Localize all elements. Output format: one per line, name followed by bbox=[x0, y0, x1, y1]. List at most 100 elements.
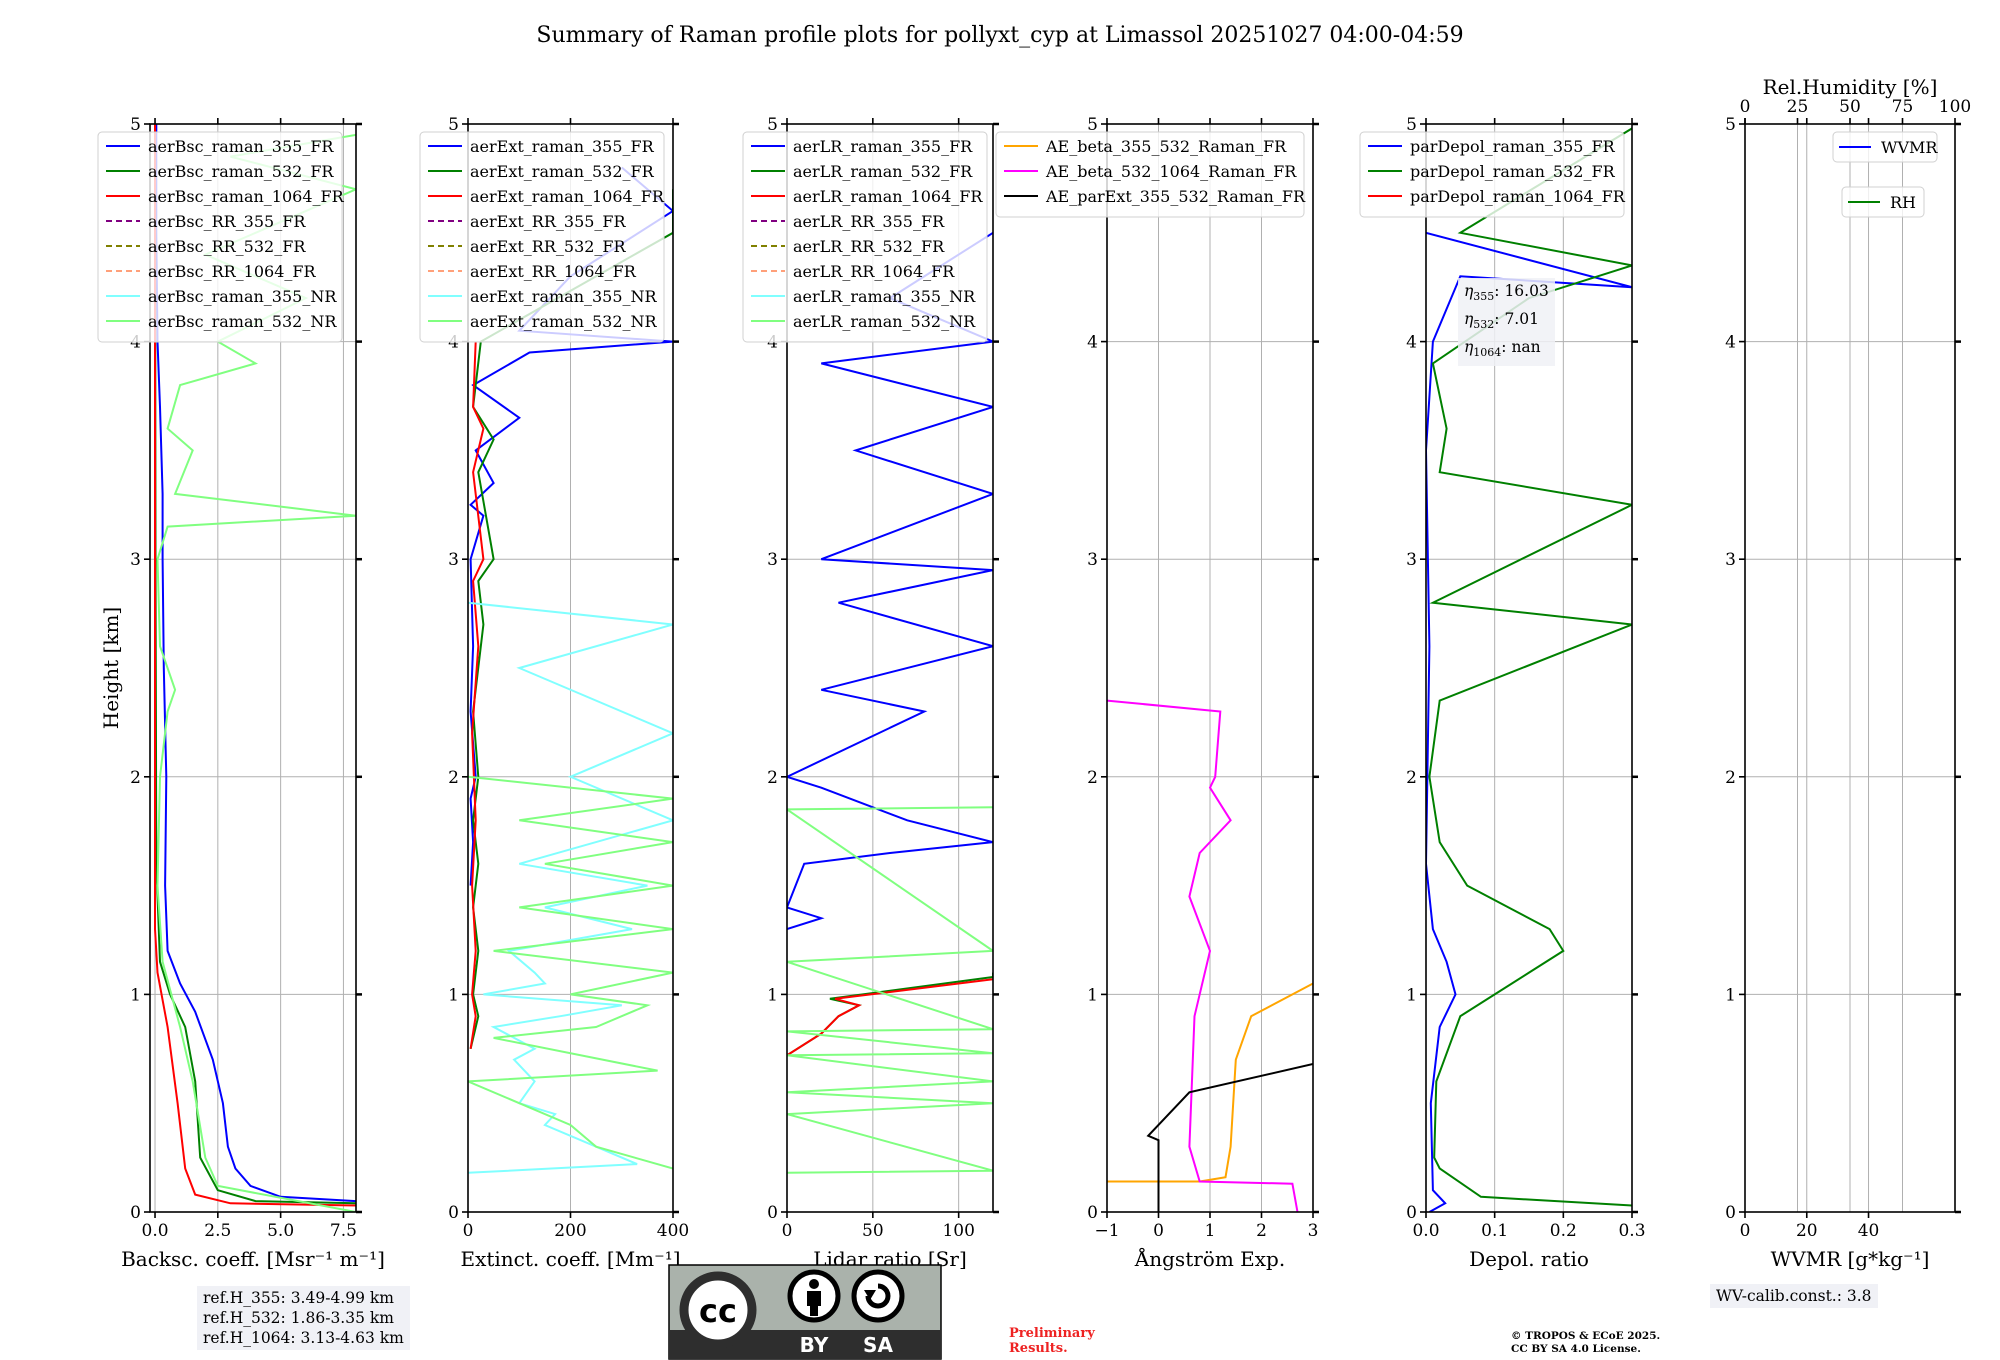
x-tick-label: 7.5 bbox=[330, 1221, 357, 1241]
legend-label: aerBsc_raman_532_FR bbox=[148, 162, 334, 181]
x-tick-label: 0 bbox=[782, 1221, 793, 1241]
y-tick-label: 4 bbox=[1406, 333, 1417, 353]
series-aerBsc_raman_1064_FR bbox=[154, 124, 356, 1207]
x-axis-label: Ångström Exp. bbox=[1134, 1246, 1285, 1271]
eta-355: η355: 16.03 bbox=[1464, 282, 1549, 304]
legend-label: aerExt_RR_355_FR bbox=[470, 212, 627, 231]
legend-frame bbox=[419, 131, 665, 343]
eta-1064: η1064: nan bbox=[1464, 338, 1541, 360]
legend-label: aerLR_raman_1064_FR bbox=[793, 187, 983, 206]
top-x-tick-label: 25 bbox=[1787, 97, 1809, 117]
y-tick-label: 5 bbox=[1725, 115, 1736, 135]
y-tick-label: 1 bbox=[767, 985, 778, 1005]
x-tick-label: 0.0 bbox=[142, 1221, 169, 1241]
top-x-tick-label: 100 bbox=[1939, 97, 1971, 117]
cc-icon bbox=[679, 1271, 757, 1349]
panel-ext: 0 200 400 0 1 2 3 4 5 Extinct. coeff. [Mm⁻¹] aerEx… bbox=[419, 115, 689, 1271]
legend-label: aerExt_RR_1064_FR bbox=[470, 262, 637, 281]
legend-label: AE_parExt_355_532_Raman_FR bbox=[1045, 187, 1306, 206]
y-tick-label: 4 bbox=[1087, 333, 1098, 353]
x-axis-label: Extinct. coeff. [Mm⁻¹] bbox=[460, 1247, 680, 1271]
series-group bbox=[468, 166, 673, 1174]
ref-height-532: ref.H_532: 1.86-3.35 km bbox=[203, 1309, 394, 1327]
ref-height-box: ref.H_355: 3.49-4.99 km ref.H_532: 1.86-… bbox=[197, 1286, 410, 1350]
legend-label: aerLR_RR_1064_FR bbox=[793, 262, 955, 281]
y-tick-label: 0 bbox=[1087, 1203, 1098, 1223]
series-aerExt_raman_532_NR bbox=[468, 775, 673, 1170]
eta-532: η532: 7.01 bbox=[1464, 310, 1539, 332]
axes-frame bbox=[1425, 123, 1633, 1213]
legend-label: aerBsc_raman_1064_FR bbox=[148, 187, 345, 206]
x-axis-label: Depol. ratio bbox=[1469, 1247, 1589, 1271]
y-tick-label: 3 bbox=[767, 550, 778, 570]
y-tick-label: 2 bbox=[448, 768, 459, 788]
top-x-tick-label: 0 bbox=[1740, 97, 1751, 117]
x-tick-label: 5.0 bbox=[267, 1221, 294, 1241]
ref-height-355: ref.H_355: 3.49-4.99 km bbox=[203, 1289, 394, 1307]
legend: aerLR_raman_355_FR aerLR_raman_532_FR aerL… bbox=[742, 131, 988, 343]
x-tick-label: 0.3 bbox=[1618, 1221, 1645, 1241]
legend-label: parDepol_raman_1064_FR bbox=[1410, 187, 1626, 206]
by-label: BY bbox=[800, 1333, 829, 1357]
series-group bbox=[787, 231, 993, 1174]
x-tick-label: 200 bbox=[554, 1221, 586, 1241]
x-tick-label: 0 bbox=[1740, 1221, 1751, 1241]
legend-label: aerExt_raman_355_NR bbox=[470, 287, 658, 306]
series-aerLR_raman_1064_FR bbox=[787, 978, 993, 1057]
figure-title: Summary of Raman profile plots for polly… bbox=[536, 23, 1463, 48]
legend-label: aerBsc_RR_532_FR bbox=[148, 237, 306, 256]
y-tick-label: 4 bbox=[767, 333, 778, 353]
x-tick-label: 0.2 bbox=[1550, 1221, 1577, 1241]
x-tick-label: 0.0 bbox=[1412, 1221, 1439, 1241]
x-tick-label: 400 bbox=[657, 1221, 689, 1241]
x-tick-label: 20 bbox=[1796, 1221, 1818, 1241]
x-tick-label: 50 bbox=[862, 1221, 884, 1241]
legend: AE_beta_355_532_Raman_FR AE_beta_532_1064… bbox=[995, 131, 1306, 218]
series-aerBsc_raman_532_FR bbox=[154, 124, 356, 1205]
share-alike-icon bbox=[851, 1269, 905, 1323]
series-aerLR_raman_355_FR bbox=[787, 231, 993, 931]
top-x-tick-label: 75 bbox=[1892, 97, 1914, 117]
x-tick-label: 0 bbox=[1153, 1221, 1164, 1241]
copyright-line-2: CC BY SA 4.0 License. bbox=[1511, 1343, 1641, 1355]
preliminary-line-1: Preliminary bbox=[1009, 1326, 1095, 1341]
x-axis-label: Backsc. coeff. [Msr⁻¹ m⁻¹] bbox=[121, 1247, 385, 1271]
eta-box: η355: 16.03 η532: 7.01 η1064: nan bbox=[1458, 278, 1555, 367]
sa-label: SA bbox=[863, 1333, 893, 1357]
x-tick-label: 40 bbox=[1858, 1221, 1880, 1241]
legend-label: RH bbox=[1890, 193, 1916, 212]
legend: aerBsc_raman_355_FR aerBsc_raman_532_FRae… bbox=[97, 131, 345, 343]
ref-height-1064: ref.H_1064: 3.13-4.63 km bbox=[203, 1329, 404, 1347]
x-tick-label: 2 bbox=[1256, 1221, 1267, 1241]
legend-label: parDepol_raman_532_FR bbox=[1410, 162, 1616, 181]
top-x-axis-label: Rel.Humidity [%] bbox=[1763, 75, 1938, 99]
legend-label: aerExt_raman_532_FR bbox=[470, 162, 655, 181]
legend-label: AE_beta_355_532_Raman_FR bbox=[1045, 137, 1287, 156]
x-axis-label: WVMR [g*kg⁻¹] bbox=[1771, 1247, 1930, 1271]
series-parDepol_raman_532_FR bbox=[1428, 127, 1632, 1207]
legend-frame bbox=[742, 131, 988, 343]
panel-bsc: 0.0 2.5 5.0 7.5 0 1 2 3 4 5 Backsc. coeff. [Msr⁻¹ … bbox=[97, 115, 385, 1271]
legend-frame bbox=[1832, 131, 1938, 163]
axes-frame bbox=[149, 123, 357, 1213]
y-tick-label: 3 bbox=[1406, 550, 1417, 570]
series-aerExt_raman_355_NR bbox=[468, 601, 673, 1174]
by-person-icon bbox=[787, 1269, 841, 1323]
x-tick-label: 2.5 bbox=[204, 1221, 231, 1241]
legend-wvmr: WVMR bbox=[1832, 131, 1938, 163]
legend-label: parDepol_raman_355_FR bbox=[1410, 137, 1616, 156]
preliminary-line-2: Results. bbox=[1009, 1341, 1068, 1356]
y-tick-label: 2 bbox=[1725, 768, 1736, 788]
y-tick-label: 2 bbox=[1406, 768, 1417, 788]
y-tick-label: 1 bbox=[130, 985, 141, 1005]
y-tick-label: 0 bbox=[448, 1203, 459, 1223]
axes-frame bbox=[786, 123, 994, 1213]
legend: parDepol_raman_355_FR parDepol_raman_532_… bbox=[1359, 131, 1626, 218]
y-tick-label: 2 bbox=[1087, 768, 1098, 788]
svg-text:cc: cc bbox=[699, 1292, 737, 1330]
y-tick-label: 0 bbox=[767, 1203, 778, 1223]
y-tick-label: 0 bbox=[130, 1203, 141, 1223]
